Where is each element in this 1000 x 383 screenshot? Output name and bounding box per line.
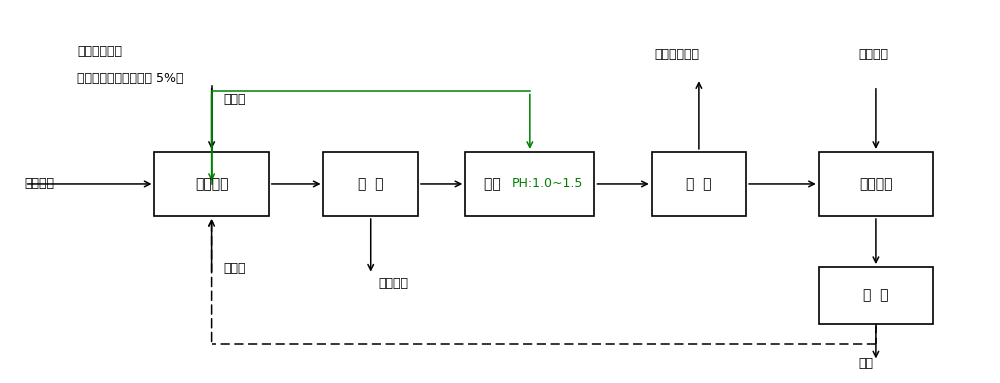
Text: 碱性物: 碱性物	[224, 93, 246, 106]
Text: 二级中和: 二级中和	[859, 177, 893, 191]
Text: 通空气: 通空气	[224, 262, 246, 275]
Text: 其余废水: 其余废水	[25, 177, 55, 190]
Text: 前段一洗废水: 前段一洗废水	[77, 45, 122, 58]
Text: 菱镁矿粉: 菱镁矿粉	[858, 48, 888, 61]
Text: 压  滤: 压 滤	[686, 177, 712, 191]
Text: 普通沉淀石膏: 普通沉淀石膏	[654, 48, 699, 61]
Bar	[323, 152, 418, 216]
Bar	[819, 152, 933, 216]
Text: PH:1.0~1.5: PH:1.0~1.5	[512, 177, 583, 190]
Text: 酸化: 酸化	[484, 177, 505, 191]
Text: 浓  密: 浓 密	[358, 177, 383, 191]
Text: 铁泥: 铁泥	[858, 357, 873, 370]
Text: （硫酸平均浓度不低于 5%）: （硫酸平均浓度不低于 5%）	[77, 72, 184, 85]
Bar	[465, 152, 594, 216]
Text: 达标外排: 达标外排	[379, 277, 409, 290]
Text: 压  滤: 压 滤	[863, 288, 889, 302]
Bar	[652, 152, 746, 216]
Bar	[154, 152, 269, 216]
Bar	[819, 267, 933, 324]
Text: 一级中和: 一级中和	[195, 177, 228, 191]
